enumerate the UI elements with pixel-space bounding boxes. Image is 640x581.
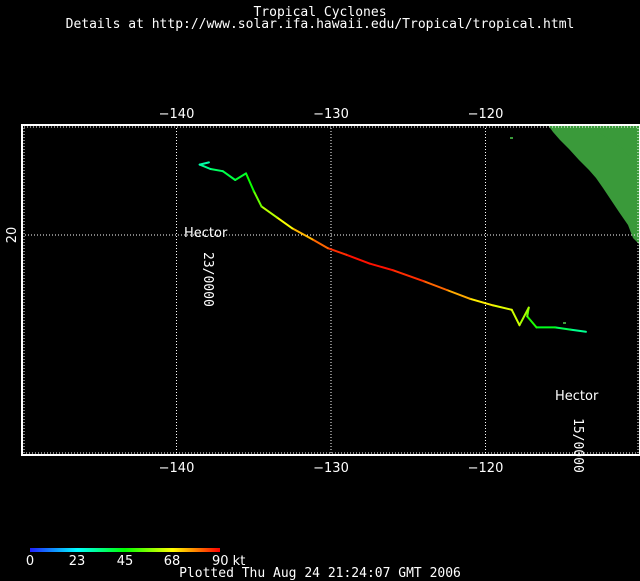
track-segment — [518, 306, 530, 327]
latitude-tick-label: 20 — [5, 227, 20, 244]
colorbar-tick-label: 23 — [69, 554, 86, 569]
track-segment — [291, 227, 314, 241]
track-segment — [469, 297, 495, 307]
colorbar-tick-label: 68 — [164, 554, 181, 569]
island-marker — [563, 322, 566, 324]
graticule — [22, 125, 640, 455]
island-marker — [510, 137, 513, 139]
track-segment — [368, 262, 394, 272]
track-segment — [422, 280, 448, 291]
track-segment — [260, 205, 278, 219]
mainland-coast-land — [598, 125, 640, 170]
land-mass — [510, 125, 640, 324]
track-segment — [445, 289, 472, 300]
track-segment — [311, 238, 329, 250]
baja-california-land — [548, 125, 640, 245]
colorbar-tick-labels: 0 23 45 68 90 kt — [26, 554, 245, 569]
track-segment — [234, 172, 248, 181]
colorbar-tick-label: 0 — [26, 554, 34, 569]
track-segment — [492, 304, 513, 311]
longitude-tick-label: −130 — [313, 461, 349, 476]
map-inner-frame — [23, 126, 639, 454]
track-segment — [510, 308, 521, 327]
track-segment — [569, 328, 587, 333]
map-subtitle: Details at http://www.solar.ifa.hawaii.e… — [65, 17, 575, 32]
longitude-tick-label: −130 — [313, 107, 349, 122]
axis-tick-labels: −140 −140 −130 −130 −120 −120 20 — [5, 107, 503, 476]
storm-name-start-label: Hector — [555, 389, 599, 404]
storm-name-end-label: Hector — [184, 226, 228, 241]
track-segment — [391, 269, 425, 283]
track-segment — [326, 247, 348, 256]
track-segment — [245, 172, 255, 192]
track-segment — [554, 326, 572, 331]
track-segment — [526, 315, 538, 329]
storm-track — [198, 161, 587, 333]
wind-speed-colorbar — [30, 548, 220, 552]
storm-date-end-label: 23/0000 — [200, 252, 215, 307]
track-segment — [275, 216, 294, 230]
longitude-tick-label: −120 — [468, 461, 504, 476]
longitude-tick-label: −140 — [159, 107, 195, 122]
track-segment — [198, 161, 210, 166]
storm-date-start-label: 15/0000 — [570, 418, 585, 473]
track-segment — [198, 163, 212, 170]
colorbar-tick-label: 90 kt — [212, 554, 245, 569]
track-segment — [209, 168, 224, 173]
track-segment — [345, 253, 371, 265]
longitude-tick-label: −140 — [159, 461, 195, 476]
plot-timestamp: Plotted Thu Aug 24 21:24:07 GMT 2006 — [179, 566, 461, 581]
colorbar-tick-label: 45 — [117, 554, 134, 569]
track-segment — [252, 190, 263, 208]
track-segment — [221, 170, 237, 181]
map-title: Tropical Cyclones — [253, 5, 387, 20]
longitude-tick-label: −120 — [468, 107, 504, 122]
